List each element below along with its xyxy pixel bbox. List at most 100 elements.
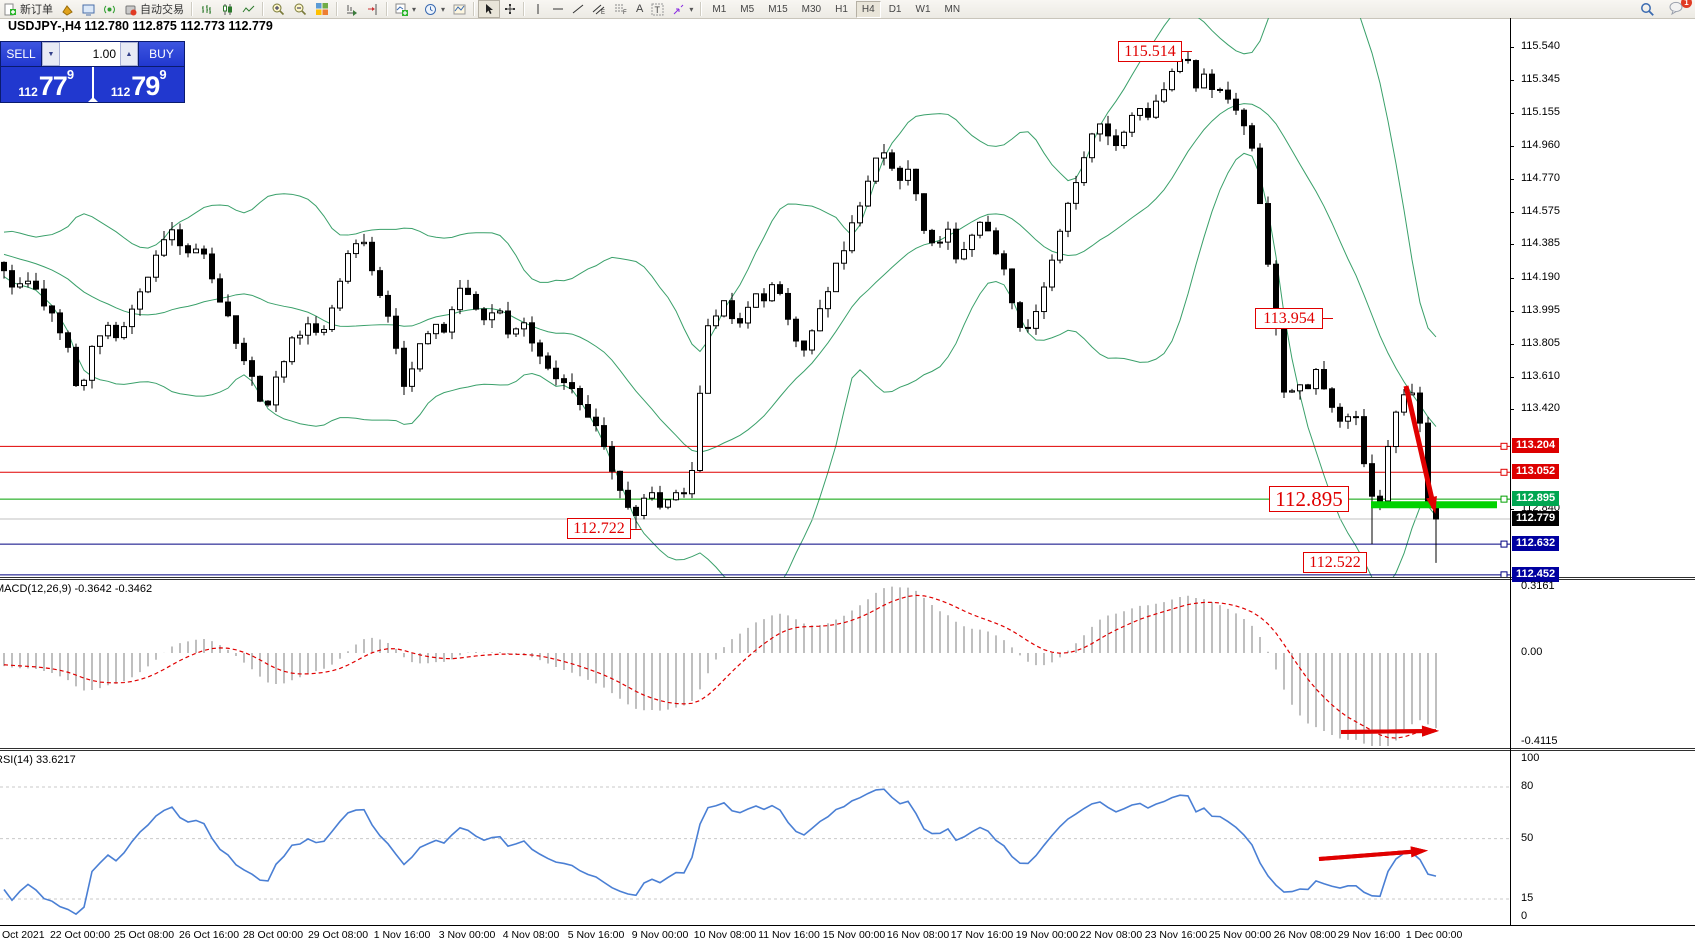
notifications-button[interactable]: 1 <box>1669 0 1692 18</box>
templates-button[interactable] <box>449 1 470 17</box>
autotrading-icon <box>125 5 137 15</box>
time-axis[interactable]: Oct 2021 22 Oct 00:00 25 Oct 08:00 26 Oct 1… <box>0 925 1695 942</box>
text-label-button[interactable]: T <box>647 1 668 17</box>
volume-down-button[interactable]: ▼ <box>42 42 60 66</box>
panel-separator[interactable] <box>0 750 1695 751</box>
macd-label: MACD(12,26,9) -0.3642 -0.3462 <box>0 583 153 595</box>
ask-price-figure: 112 <box>110 85 131 99</box>
vertical-line-button[interactable] <box>528 1 548 17</box>
volume-input[interactable]: 1.00 <box>60 42 120 66</box>
timeframe-w1[interactable]: W1 <box>915 3 931 15</box>
toolbar-separator <box>473 2 476 16</box>
main-chart[interactable] <box>0 18 1512 578</box>
indicators-button[interactable]: ▾ <box>391 1 420 17</box>
zoom-in-button[interactable] <box>267 1 289 17</box>
buy-button[interactable]: BUY <box>138 42 184 66</box>
time-axis-label: 5 Nov 16:00 <box>567 929 625 941</box>
svg-text:T: T <box>655 5 661 15</box>
price-annotation-112.522[interactable]: 112.522 <box>1303 552 1367 574</box>
dropdown-caret[interactable]: ▾ <box>412 4 417 14</box>
annotation-connector <box>1323 318 1333 320</box>
timeframe-m5[interactable]: M5 <box>740 3 755 15</box>
price-axis-tickmark <box>1510 80 1514 82</box>
signals-button[interactable] <box>99 1 120 17</box>
panel-separator[interactable] <box>0 748 1695 749</box>
time-axis-label: Oct 2021 <box>2 929 45 941</box>
timeframe-m15[interactable]: M15 <box>768 3 788 15</box>
price-axis-tick: 114.190 <box>1521 270 1560 283</box>
periods-button[interactable]: ▾ <box>420 1 449 17</box>
trendline-button[interactable] <box>568 1 588 17</box>
one-click-trading-widget: SELL ▼ 1.00 ▲ BUY 112 77 9 112 79 9 <box>0 41 185 103</box>
arrows-button[interactable]: ▾ <box>668 1 697 17</box>
chart-shift-button[interactable] <box>362 1 383 17</box>
price-axis-tick: 113.610 <box>1521 369 1560 382</box>
time-axis-label: 16 Nov 08:00 <box>886 929 950 941</box>
time-axis-label: 26 Nov 08:00 <box>1273 929 1337 941</box>
price-axis-tickmark <box>1510 178 1514 180</box>
new-order-button[interactable]: 新订单 <box>0 1 57 17</box>
timeframe-m1[interactable]: M1 <box>712 3 727 15</box>
price-annotation-113.954[interactable]: 113.954 <box>1255 307 1323 329</box>
time-axis-label: 15 Nov 00:00 <box>822 929 886 941</box>
toolbar-right: 1 <box>1640 0 1695 18</box>
crosshair-button[interactable] <box>500 1 520 17</box>
tile-windows-button[interactable] <box>311 1 333 17</box>
price-axis-tick: 115.155 <box>1521 105 1560 118</box>
volume-up-button[interactable]: ▲ <box>120 42 138 66</box>
dropdown-caret[interactable]: ▾ <box>441 4 446 14</box>
price-badge: 112.779 <box>1512 510 1560 526</box>
timeframe-h1[interactable]: H1 <box>835 3 848 15</box>
price-annotation-115.514[interactable]: 115.514 <box>1118 40 1182 62</box>
annotation-connector <box>1182 51 1192 53</box>
line-chart-button[interactable] <box>238 1 259 17</box>
cursor-button[interactable] <box>478 0 501 18</box>
timeframe-mn[interactable]: MN <box>944 3 961 15</box>
price-axis-tickmark <box>1510 409 1514 411</box>
bar-chart-button[interactable] <box>196 1 217 17</box>
price-badge: 112.632 <box>1512 536 1560 552</box>
price-axis-tickmark <box>1510 311 1514 313</box>
time-axis-label: 10 Nov 08:00 <box>693 929 757 941</box>
tile-windows-icon <box>316 3 328 15</box>
timeframe-m30[interactable]: M30 <box>801 3 822 15</box>
panel-separator[interactable] <box>0 579 1695 580</box>
zoom-out-button[interactable] <box>289 1 311 17</box>
time-axis-label: 17 Nov 16:00 <box>950 929 1014 941</box>
svg-text:F: F <box>623 10 627 15</box>
rsi-panel[interactable] <box>0 751 1512 925</box>
price-axis-tickmark <box>1510 47 1514 48</box>
toolbar-separator <box>523 2 526 16</box>
ask-price-pips: 79 <box>131 71 160 101</box>
horizontal-line-button[interactable] <box>548 1 568 17</box>
fibonacci-icon: F <box>615 4 627 15</box>
auto-scroll-button[interactable] <box>341 1 362 17</box>
price-axis-tick: 114.960 <box>1521 139 1560 152</box>
panel-separator[interactable] <box>0 577 1695 578</box>
time-axis-label: 9 Nov 00:00 <box>631 929 689 941</box>
toolbar-separator <box>262 2 264 16</box>
price-annotation-112.722[interactable]: 112.722 <box>567 518 631 540</box>
time-axis-label: 1 Nov 16:00 <box>373 929 431 941</box>
price-axis-tickmark <box>1510 343 1514 345</box>
autotrading-button[interactable]: 自动交易 <box>120 1 188 17</box>
sell-button[interactable]: SELL <box>1 42 42 66</box>
horizontal-line-icon <box>553 8 564 10</box>
market-watch-button[interactable] <box>78 1 99 17</box>
text-button[interactable]: A <box>632 1 647 17</box>
timeframe-h4[interactable]: H4 <box>855 0 881 18</box>
price-annotation-112.895[interactable]: 112.895 <box>1269 486 1349 513</box>
time-axis-label: 28 Oct 00:00 <box>242 929 304 941</box>
time-axis-label: 29 Oct 08:00 <box>307 929 369 941</box>
equidistant-channel-button[interactable]: E <box>588 1 610 17</box>
macd-scale-label: 0.3161 <box>1521 580 1555 592</box>
charts-button[interactable] <box>57 1 78 17</box>
price-axis-tick: 115.540 <box>1521 40 1560 52</box>
price-axis-tickmark <box>1510 508 1514 510</box>
search-icon[interactable] <box>1640 2 1655 17</box>
fibonacci-button[interactable]: F <box>610 1 632 17</box>
dropdown-caret[interactable]: ▾ <box>689 4 694 14</box>
timeframe-d1[interactable]: D1 <box>888 3 902 15</box>
macd-panel[interactable] <box>0 580 1512 748</box>
candlestick-chart-button[interactable] <box>217 1 238 17</box>
